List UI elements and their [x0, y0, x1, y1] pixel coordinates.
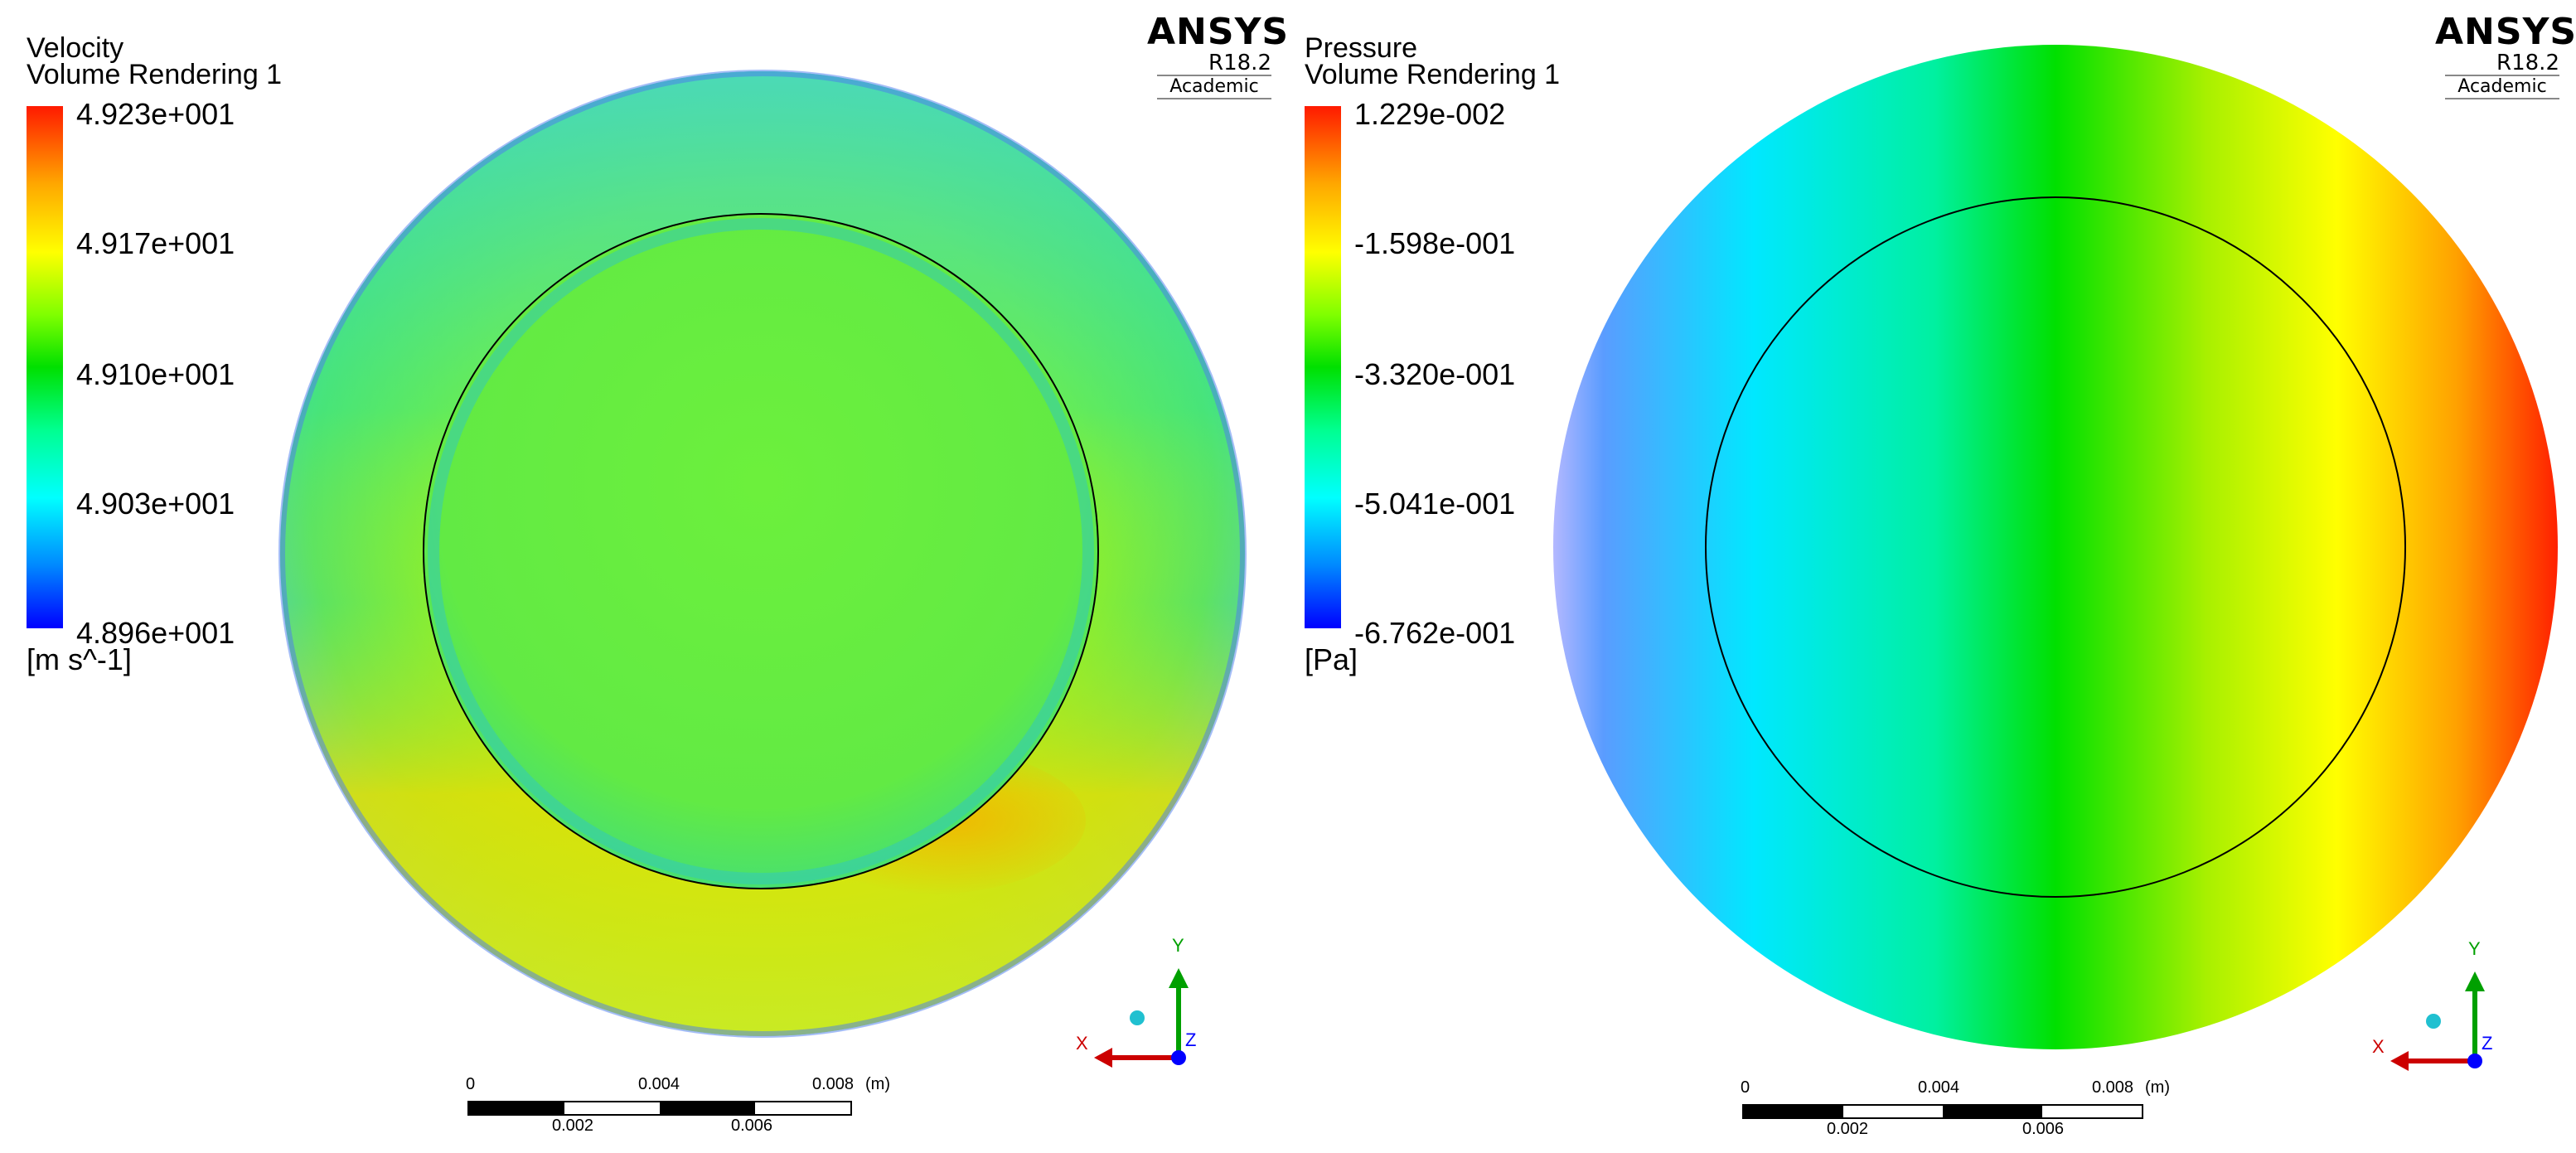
ansys-logo: ANSYS R18.2 Academic [1147, 11, 1290, 99]
axis-label-y: Y [2468, 938, 2481, 959]
outer-cylinder [1553, 45, 2558, 1049]
scale-label-006: 0.006 [2022, 1120, 2065, 1138]
axis-label-x: X [2372, 1036, 2385, 1057]
inner-cylinder-outline [1705, 196, 2406, 898]
logo-brand: ANSYS [2435, 11, 2576, 53]
scale-label-004: 0.004 [1918, 1078, 1960, 1097]
velocity-viewport[interactable] [0, 0, 1288, 1153]
logo-version: R18.2 [1208, 51, 1271, 75]
legend-tick-min: -6.762e-001 [1354, 616, 1516, 650]
scale-unit: (m) [865, 1075, 890, 1093]
scale-label-008: 0.008 [2092, 1078, 2134, 1097]
velocity-panel: Velocity Volume Rendering 1 4.923e+001 4… [0, 0, 1290, 1153]
inner-rim-shading [428, 218, 1094, 884]
ansys-logo: ANSYS R18.2 Academic [2435, 11, 2576, 99]
variable-title: Pressure [1305, 32, 1418, 64]
legend-tick-3: -3.320e-001 [1354, 357, 1516, 391]
variable-title: Velocity [27, 32, 124, 64]
scale-label-004: 0.004 [638, 1075, 680, 1093]
legend-tick-2: 4.917e+001 [76, 226, 235, 260]
scale-label-0: 0 [1741, 1078, 1750, 1097]
legend-tick-4: -5.041e-001 [1354, 487, 1516, 521]
scale-label-006: 0.006 [731, 1117, 773, 1135]
axis-triad [1094, 968, 1189, 1068]
outer-edge [278, 70, 1247, 1038]
scale-bar: 0 0.004 0.008 (m) 0.002 0.006 [466, 1076, 897, 1134]
scale-label-008: 0.008 [812, 1075, 855, 1093]
renderer-subtitle: Volume Rendering 1 [1305, 59, 1561, 90]
logo-edition: Academic [2445, 75, 2559, 99]
scale-label-002: 0.002 [552, 1117, 594, 1135]
axis-label-z: Z [2482, 1033, 2493, 1054]
legend-tick-4: 4.903e+001 [76, 487, 235, 521]
legend-tick-max: 1.229e-002 [1354, 97, 1506, 131]
axis-label-z: Z [1185, 1029, 1197, 1050]
axis-triad [2390, 971, 2485, 1071]
axis-label-y: Y [1172, 935, 1184, 956]
scale-label-0: 0 [466, 1075, 476, 1093]
scale-label-002: 0.002 [1827, 1120, 1869, 1138]
logo-edition: Academic [1157, 75, 1271, 99]
scale-strip [1742, 1104, 2143, 1119]
axis-label-x: X [1076, 1033, 1088, 1054]
legend-unit: [Pa] [1305, 642, 1358, 676]
scale-bar: 0 0.004 0.008 (m) 0.002 0.006 [1741, 1079, 2172, 1137]
logo-brand: ANSYS [1147, 11, 1290, 53]
colorbar [27, 106, 63, 628]
legend-tick-max: 4.923e+001 [76, 97, 235, 131]
legend-unit: [m s^-1] [27, 642, 132, 676]
renderer-subtitle: Volume Rendering 1 [27, 59, 283, 90]
legend-tick-3: 4.910e+001 [76, 357, 235, 391]
inner-cylinder [423, 213, 1099, 889]
scale-strip [467, 1101, 852, 1116]
colorbar [1305, 106, 1341, 628]
logo-version: R18.2 [2496, 51, 2559, 75]
pressure-panel: Pressure Volume Rendering 1 1.229e-002 -… [1288, 0, 2576, 1153]
pressure-viewport[interactable] [1288, 0, 2576, 1153]
legend-tick-min: 4.896e+001 [76, 616, 235, 650]
legend-tick-2: -1.598e-001 [1354, 226, 1516, 260]
scale-unit: (m) [2145, 1078, 2170, 1097]
